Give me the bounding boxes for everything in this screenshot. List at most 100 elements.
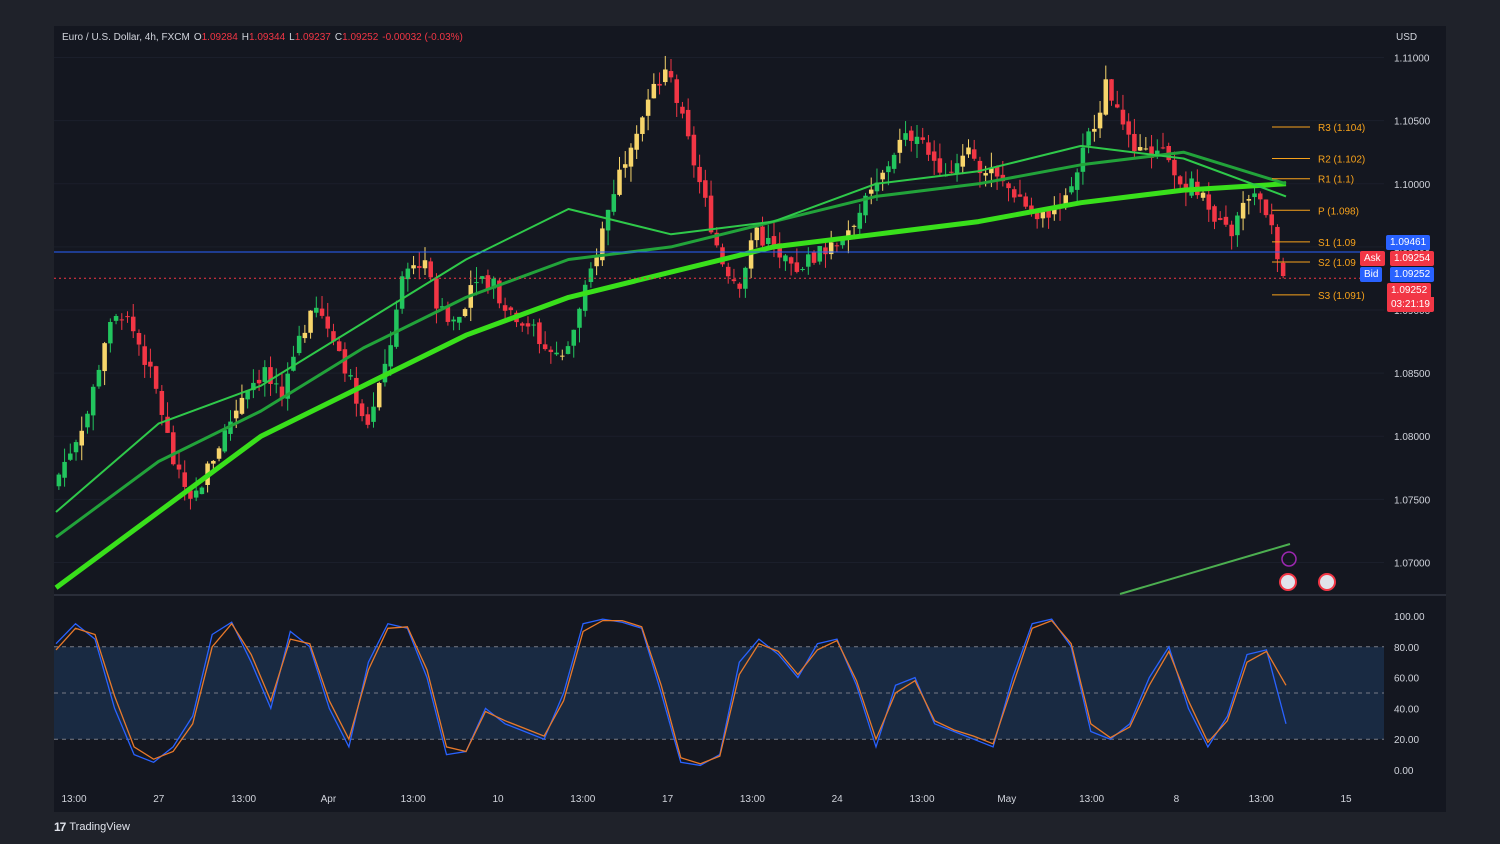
candle-body (502, 305, 508, 311)
candle-body (651, 83, 657, 99)
candle-body (674, 79, 679, 103)
candle-body (794, 262, 800, 272)
candle-body (1275, 226, 1280, 260)
x-tick-label: 15 (1340, 794, 1352, 805)
pivot-label: S1 (1.09 (1318, 238, 1356, 249)
stoch-k-line (55, 618, 1287, 767)
candle-body (811, 252, 817, 263)
candle-body (1069, 186, 1074, 193)
candle-body (920, 137, 925, 140)
candle-body (1092, 128, 1097, 132)
x-tick-label: 13:00 (570, 794, 595, 805)
stoch-y-tick-label: 0.00 (1394, 766, 1414, 777)
candle-body (874, 182, 880, 192)
price-tag-upper: 1.09461 (1386, 235, 1431, 250)
candle-body (806, 254, 811, 267)
candle-body (1155, 150, 1160, 156)
x-tick-label: 13:00 (740, 794, 765, 805)
candle-body (937, 158, 943, 173)
candle-body (708, 195, 714, 233)
stoch-y-tick-label: 40.00 (1394, 704, 1419, 715)
candle-body (336, 341, 342, 352)
candle-body (1229, 224, 1234, 237)
low-value: 1.09237 (294, 32, 331, 43)
candle-body (703, 180, 708, 198)
candle-body (193, 490, 199, 498)
y-tick-label: 1.10000 (1394, 180, 1431, 191)
chart-canvas[interactable]: 1.110001.105001.100001.095001.090001.085… (54, 26, 1446, 812)
candle-body (1160, 147, 1166, 149)
candle-body (554, 352, 559, 355)
candle-body (577, 308, 582, 328)
y-tick-label: 1.07000 (1394, 558, 1431, 569)
symbol-name[interactable]: Euro / U.S. Dollar, 4h, FXCM (62, 32, 190, 43)
candle-body (399, 276, 405, 309)
candle-body (1040, 211, 1046, 219)
candle-body (136, 332, 142, 345)
candle-body (977, 160, 983, 174)
candle-body (886, 166, 891, 173)
candle-body (1137, 147, 1143, 151)
candle-body (273, 383, 279, 385)
candle-body (1172, 159, 1177, 176)
candle-body (96, 369, 102, 387)
candle-body (417, 266, 422, 268)
candle-body (1257, 193, 1263, 200)
candle-body (765, 237, 771, 244)
candle-body (1132, 133, 1137, 152)
candle-body (542, 344, 548, 350)
trend-line (1119, 543, 1291, 595)
candle-body (1080, 147, 1086, 172)
tradingview-logo-icon: 17 (54, 820, 66, 834)
candle-body (640, 117, 645, 134)
candle-body (1240, 202, 1246, 219)
lightning-event-icon (1281, 551, 1297, 567)
candle-body (1235, 215, 1240, 236)
candle-body (840, 239, 845, 246)
stoch-d-line (55, 619, 1287, 765)
candle-body (113, 315, 119, 321)
candle-body (954, 163, 960, 174)
candle-body (771, 236, 777, 247)
candle-body (1046, 210, 1051, 218)
candle-body (142, 346, 147, 365)
ema-line-2 (55, 150, 1287, 539)
candle-body (737, 283, 742, 289)
stoch-y-tick-label: 80.00 (1394, 643, 1419, 654)
stoch-y-tick-label: 100.00 (1394, 612, 1425, 623)
candle-body (1126, 121, 1131, 135)
candle-body (308, 310, 313, 333)
candle-body (1017, 194, 1023, 197)
candle-body (102, 343, 107, 372)
candle-body (462, 309, 468, 316)
candle-body (1109, 79, 1114, 101)
currency-label[interactable]: USD (1396, 32, 1418, 43)
pivot-label: R1 (1.1) (1318, 175, 1354, 186)
candle-body (1263, 199, 1269, 216)
candle-body (182, 472, 187, 487)
candle-body (582, 284, 588, 311)
candle-body (268, 367, 273, 384)
candle-body (857, 212, 863, 229)
bar-countdown: 03:21:19 (1387, 297, 1434, 312)
candle-body (233, 410, 239, 419)
candle-body (565, 346, 571, 354)
change-value: -0.00032 (-0.03%) (382, 32, 463, 43)
y-tick-label: 1.10500 (1394, 117, 1431, 128)
us-flag-event-icon (1318, 573, 1336, 591)
candle-body (880, 172, 885, 180)
candle-body (588, 268, 594, 282)
high-label: H (241, 32, 249, 43)
candle-body (302, 332, 308, 339)
tradingview-brand[interactable]: 17 TradingView (54, 820, 130, 834)
candle-body (685, 109, 691, 137)
x-tick-label: Apr (321, 794, 337, 805)
candle-body (1114, 104, 1120, 108)
candle-body (199, 487, 205, 495)
symbol-header: Euro / U.S. Dollar, 4h, FXCM O1.09284 H1… (62, 32, 463, 43)
candle-body (90, 386, 96, 416)
candle-body (788, 257, 794, 264)
x-tick-label: 13:00 (231, 794, 256, 805)
candle-body (62, 461, 67, 478)
candle-body (903, 133, 908, 140)
